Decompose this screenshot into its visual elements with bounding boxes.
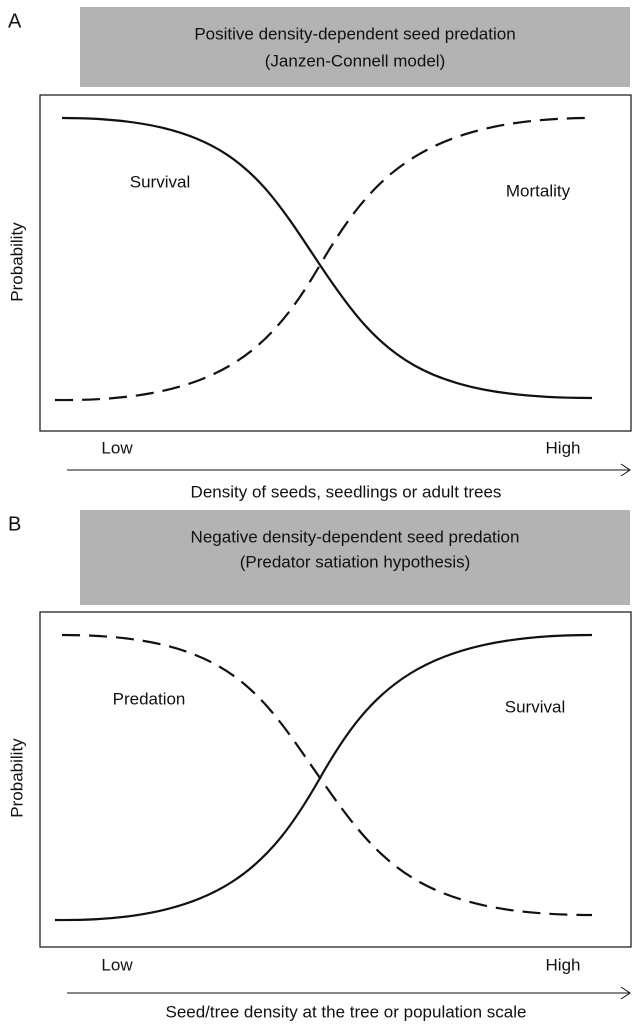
y-label: Probability (7, 738, 26, 818)
title-line: (Predator satiation hypothesis) (240, 552, 471, 571)
panel-b: B Negative density-dependent seed predat… (7, 510, 632, 1021)
arrow-head (620, 986, 631, 1000)
title-line: Positive density-dependent seed predatio… (194, 24, 515, 43)
dashed-curve (54, 116, 593, 402)
curve-label: Survival (130, 172, 190, 191)
x-low: Low (101, 438, 133, 457)
y-label: Probability (7, 222, 26, 302)
title-line: (Janzen-Connell model) (265, 51, 445, 70)
x-low: Low (101, 955, 133, 974)
curve-label: Mortality (506, 181, 571, 200)
panel-letter: A (8, 10, 22, 32)
solid-curve (54, 633, 593, 922)
curve-label: Predation (113, 689, 186, 708)
title-box (80, 7, 630, 87)
plot-frame (39, 94, 632, 432)
plot-frame (39, 611, 632, 948)
title-box (80, 510, 630, 605)
panel-a: A Positive density-dependent seed predat… (7, 7, 632, 501)
x-high: High (546, 438, 581, 457)
x-label: Seed/tree density at the tree or populat… (165, 1002, 526, 1021)
dashed-curve (61, 633, 593, 917)
curve-label: Survival (505, 697, 565, 716)
panel-letter: B (8, 513, 21, 535)
x-label: Density of seeds, seedlings or adult tre… (191, 482, 502, 501)
title-line: Negative density-dependent seed predatio… (191, 527, 520, 546)
arrow-head (620, 463, 631, 477)
solid-curve (61, 116, 593, 400)
x-high: High (546, 955, 581, 974)
